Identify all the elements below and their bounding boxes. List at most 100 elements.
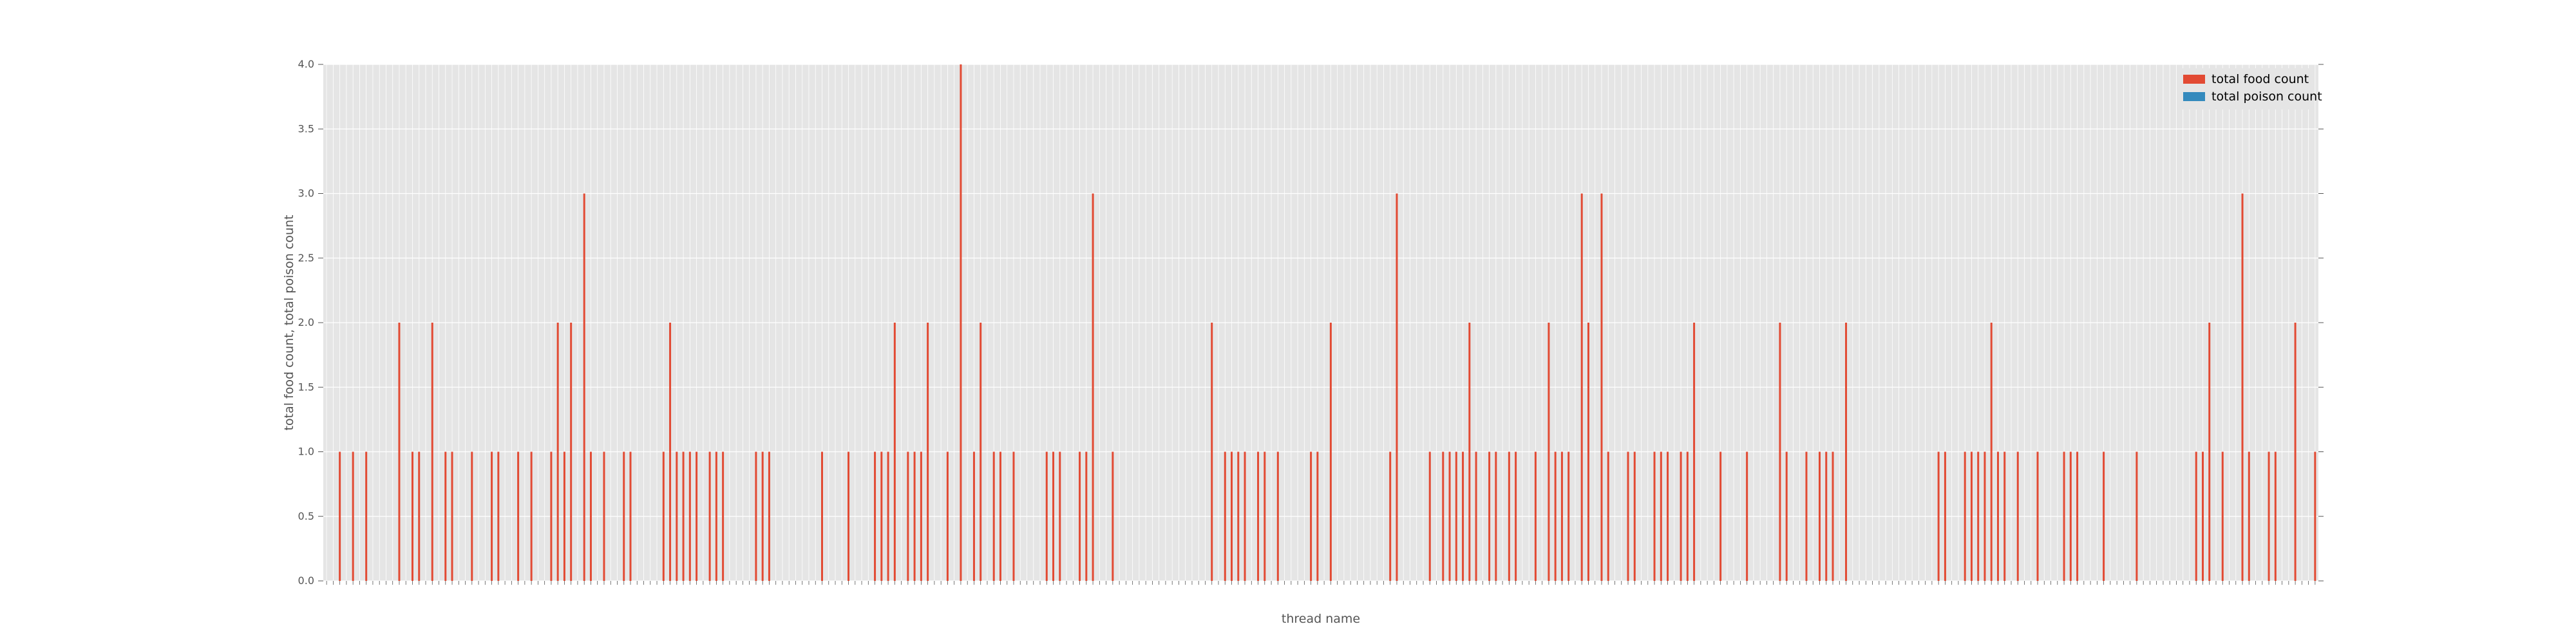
food-bar [589,451,592,581]
legend-swatch-poison [2183,92,2205,101]
food-bar [913,451,916,581]
food-bar [1680,451,1682,581]
food-bar [1627,451,1629,581]
food-bar [2248,451,2250,581]
food-bar [946,451,949,581]
food-bar [696,451,698,581]
food-bar [2208,323,2211,581]
y-tick-label: 2.5 [298,252,314,264]
food-bar [418,451,421,581]
food-bar [2076,451,2079,581]
food-bar [1092,193,1094,581]
food-bar [1257,451,1260,581]
food-bar [398,323,401,581]
food-bar [497,451,500,581]
food-bar [1237,451,1240,581]
food-bar [1964,451,1966,581]
food-bar [2274,451,2277,581]
food-bar [848,451,850,581]
food-bar [761,451,764,581]
food-bar [550,451,553,581]
food-bar [927,323,929,581]
food-bar [755,451,757,581]
food-bar [1468,323,1471,581]
food-bar [1534,451,1537,581]
food-bar [907,451,909,581]
food-bar [431,323,433,581]
food-bar [1508,451,1510,581]
y-tick-label: 0.0 [298,574,314,587]
food-bar [1977,451,1980,581]
food-bar [352,451,354,581]
food-bar [1805,451,1808,581]
food-bar [556,323,559,581]
y-tick-label: 3.5 [298,122,314,135]
bar-series-food [339,64,2316,581]
food-bar [992,451,995,581]
y-axis-ticks: 0.0 0.5 1.0 1.5 2.0 2.5 3.0 3.5 4.0 [298,58,2324,587]
food-bar [1667,451,1669,581]
food-bar [1845,323,1848,581]
food-bar [2063,451,2065,581]
food-bar [444,451,447,581]
food-bar [1660,451,1662,581]
food-bar [893,323,896,581]
food-bar [1276,451,1279,581]
food-bar [570,323,573,581]
food-bar [1746,451,1748,581]
y-tick-label: 0.5 [298,510,314,522]
food-bar [1442,451,1444,581]
food-bar [411,451,413,581]
food-bar [1475,451,1477,581]
food-bar [708,451,711,581]
food-bar [1244,451,1246,581]
food-bar [722,451,724,581]
y-axis-title: total food count, total poison count [282,215,296,431]
food-bar [2103,451,2105,581]
food-bar [2136,451,2138,581]
food-bar [1079,451,1081,581]
food-bar [1045,451,1048,581]
food-bar [1825,451,1828,581]
food-bar [2036,451,2039,581]
food-bar [2268,451,2270,581]
food-bar [1785,451,1788,581]
food-bar [583,193,585,581]
food-bar [1224,451,1226,581]
y-tick-label: 1.0 [298,446,314,458]
food-bar [874,451,876,581]
food-bar [1832,451,1834,581]
x-axis-title: thread name [1282,612,1360,626]
food-bar [1448,451,1451,581]
food-bar [669,323,672,581]
food-bar [1389,451,1392,581]
food-bar [1316,451,1319,581]
food-bar [365,451,368,581]
food-bar [1310,451,1312,581]
food-bar [1633,451,1636,581]
food-bar [880,451,883,581]
food-bar [2241,193,2244,581]
food-bar [920,451,922,581]
food-bar [1587,323,1589,581]
food-bar [2201,451,2204,581]
food-bar [1455,451,1457,581]
legend: total food count total poison count [2177,68,2322,109]
food-bar [491,451,493,581]
food-bar [980,323,982,581]
food-bar [1779,323,1781,581]
legend-label-poison: total poison count [2211,90,2322,104]
food-bar [1653,451,1656,581]
food-bar [1580,193,1583,581]
food-bar [1944,451,1946,581]
food-bar [1607,451,1609,581]
y-tick-label: 4.0 [298,58,314,70]
food-bar [768,451,770,581]
food-bar [887,451,889,581]
food-bar [1990,323,1993,581]
food-bar [1488,451,1491,581]
food-bar [999,451,1001,581]
food-bar [1231,451,1233,581]
food-bar [676,451,678,581]
